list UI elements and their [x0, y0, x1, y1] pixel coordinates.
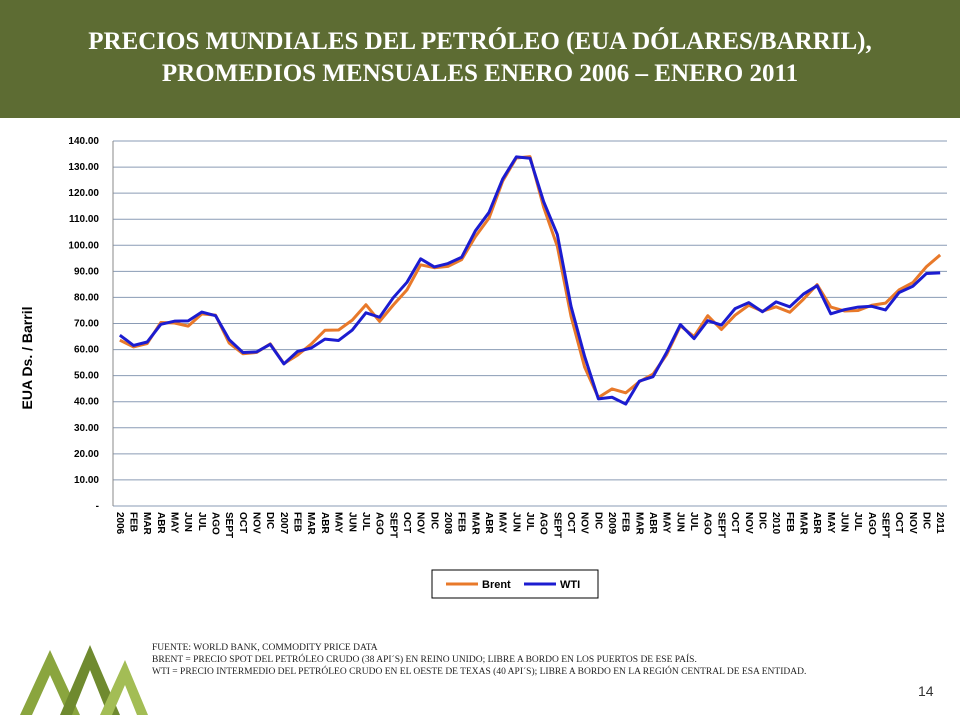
title-line: PROMEDIOS MENSUALES ENERO 2006 – ENERO 2…	[161, 60, 799, 87]
x-tick-label: JUN	[510, 512, 521, 532]
x-tick-label: JUN	[346, 512, 357, 532]
y-tick-label: 90.00	[74, 266, 99, 277]
x-tick-label: OCT	[729, 512, 740, 533]
y-tick-label: 110.00	[69, 214, 99, 225]
header: PRECIOS MUNDIALES DEL PETRÓLEO (EUA DÓLA…	[0, 0, 960, 118]
x-tick-label: JUL	[852, 512, 863, 531]
x-tick-label: NOV	[251, 512, 262, 534]
x-tick-label: NOV	[743, 512, 754, 534]
legend-label: WTI	[560, 579, 580, 591]
y-tick-label: 50.00	[74, 371, 99, 382]
y-tick-label: 60.00	[74, 345, 99, 356]
x-tick-label: ABR	[811, 512, 822, 534]
y-tick-label: -	[96, 501, 99, 512]
x-tick-label: JUN	[182, 512, 193, 532]
x-tick-label: MAR	[633, 512, 644, 536]
x-tick-label: ABR	[483, 512, 494, 534]
x-tick-label: OCT	[401, 512, 412, 533]
x-tick-label: NOV	[415, 512, 426, 534]
x-tick-label: 2006	[114, 512, 125, 535]
logo	[20, 645, 148, 715]
x-tick-label: FEB	[784, 512, 795, 532]
y-tick-label: 20.00	[74, 449, 99, 460]
y-tick-label: 80.00	[74, 292, 99, 303]
x-tick-label: FEB	[620, 512, 631, 532]
series-line	[118, 155, 941, 406]
x-tick-label: FEB	[292, 512, 303, 532]
logo-peak	[20, 650, 80, 715]
page-number: 14	[918, 683, 934, 699]
x-tick-label: OCT	[565, 512, 576, 533]
y-axis-label: EUA Ds. / Barril	[19, 307, 35, 410]
x-tick-label: ABR	[155, 512, 166, 534]
x-tick-label: SEPT	[223, 512, 234, 538]
x-tick-label: MAY	[333, 512, 344, 534]
x-tick-label: NOV	[579, 512, 590, 534]
y-tick-label: 100.00	[68, 240, 99, 251]
x-tick-label: JUL	[688, 512, 699, 531]
legend-label: Brent	[482, 579, 511, 591]
x-tick-label: OCT	[893, 512, 904, 533]
x-tick-label: JUL	[196, 512, 207, 531]
footnote: WTI = PRECIO INTERMEDIO DEL PETRÓLEO CRU…	[152, 667, 807, 677]
chart: EUA Ds. / Barril - 10.00 20.00 30.00 40.00 50…	[19, 136, 947, 599]
logo-peak	[60, 645, 120, 715]
x-tick-label: JUL	[360, 512, 371, 531]
x-tick-label: DIC	[428, 512, 439, 529]
x-tick-label: DIC	[920, 512, 931, 529]
footnotes: FUENTE: WORLD BANK, COMMODITY PRICE DATA…	[152, 642, 932, 678]
x-tick-label: SEPT	[879, 512, 890, 538]
y-tick-label: 40.00	[74, 397, 99, 408]
x-tick-label: MAY	[661, 512, 672, 534]
x-tick-label: MAR	[141, 512, 152, 536]
x-tick-label: 2010	[770, 512, 781, 535]
x-tick-label: DIC	[264, 512, 275, 529]
x-tick-label: AGO	[538, 512, 549, 535]
footnote: BRENT = PRECIO SPOT DEL PETRÓLEO CRUDO (…	[152, 655, 697, 665]
footnote: FUENTE: WORLD BANK, COMMODITY PRICE DATA	[152, 643, 378, 653]
logo-peak	[100, 660, 148, 715]
x-tick-label: 2007	[278, 512, 289, 535]
x-tick-label: JUL	[524, 512, 535, 531]
x-tick-label: AGO	[374, 512, 385, 535]
y-tick-label: 120.00	[68, 188, 99, 199]
x-tick-label: AGO	[210, 512, 221, 535]
x-tick-label: MAY	[169, 512, 180, 534]
x-tick-label: ABR	[647, 512, 658, 534]
x-tick-label: MAR	[797, 512, 808, 536]
x-tick-label: SEPT	[715, 512, 726, 538]
x-tick-label: DIC	[756, 512, 767, 529]
x-tick-label: MAY	[497, 512, 508, 534]
y-tick-label: 140.00	[68, 136, 99, 147]
x-tick-label: MAR	[469, 512, 480, 536]
title-line: PRECIOS MUNDIALES DEL PETRÓLEO (EUA DÓLA…	[88, 28, 872, 55]
x-tick-label: JUN	[838, 512, 849, 532]
x-tick-label: 2008	[442, 512, 453, 535]
x-tick-label: FEB	[456, 512, 467, 532]
y-tick-label: 70.00	[74, 319, 99, 330]
x-tick-label: JUN	[674, 512, 685, 532]
x-tick-label: MAR	[305, 512, 316, 536]
y-tick-label: 130.00	[68, 162, 99, 173]
x-tick-label: FEB	[128, 512, 139, 532]
x-tick-label: DIC	[592, 512, 603, 529]
x-tick-label: 2009	[606, 512, 617, 535]
x-tick-label: 2011	[934, 512, 945, 534]
x-tick-label: OCT	[237, 512, 248, 533]
x-tick-label: ABR	[319, 512, 330, 534]
x-tick-label: SEPT	[387, 512, 398, 538]
x-tick-label: MAY	[825, 512, 836, 534]
x-tick-label: AGO	[866, 512, 877, 535]
x-tick-label: SEPT	[551, 512, 562, 538]
x-tick-label: NOV	[907, 512, 918, 534]
x-tick-label: AGO	[702, 512, 713, 535]
y-tick-label: 10.00	[74, 475, 99, 486]
y-tick-label: 30.00	[74, 423, 99, 434]
